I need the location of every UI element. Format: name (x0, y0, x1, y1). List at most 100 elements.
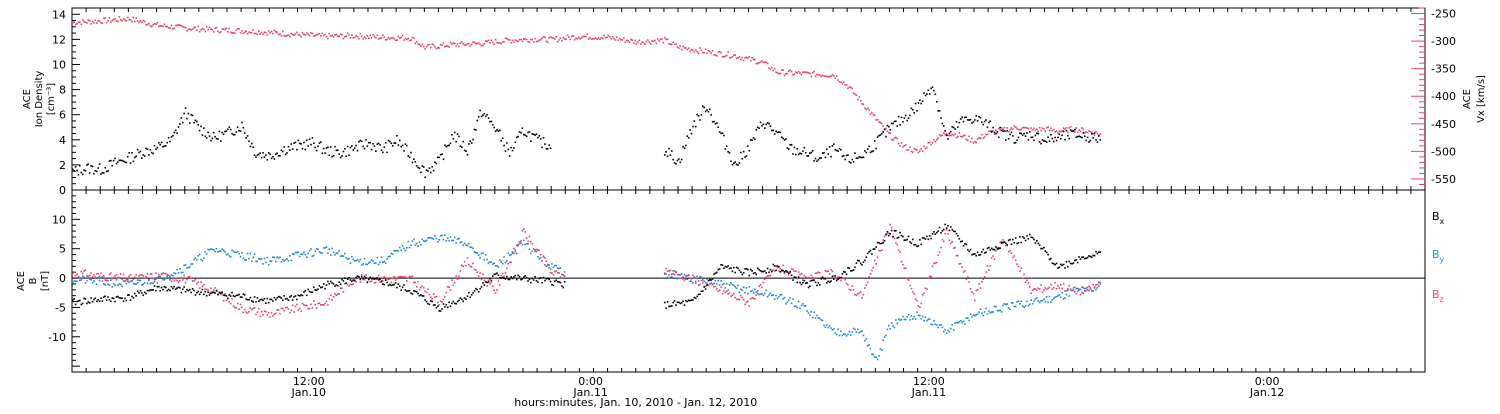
by-point (224, 251, 226, 253)
density-point (1092, 137, 1094, 139)
velocity-point (345, 35, 348, 37)
bz-point (153, 279, 156, 281)
density-point (441, 153, 443, 155)
by-point (807, 312, 810, 314)
velocity-point (764, 61, 766, 64)
by-point (1081, 291, 1083, 294)
by-point (425, 239, 428, 242)
velocity-point (515, 40, 518, 42)
by-point (1065, 293, 1068, 296)
bz-point (269, 316, 271, 318)
density-point (842, 154, 845, 157)
bz-point (783, 272, 786, 275)
density-point (964, 116, 966, 119)
bz-point (869, 273, 872, 275)
bx-point (389, 283, 391, 286)
bx-point (957, 235, 959, 237)
velocity-point (732, 54, 735, 56)
density-point (754, 138, 756, 141)
velocity-point (150, 25, 153, 28)
density-point (703, 106, 705, 109)
by-point (866, 344, 869, 347)
bz-point (238, 308, 240, 310)
velocity-point (623, 37, 625, 39)
velocity-point (211, 29, 214, 31)
velocity-point (279, 33, 281, 35)
by-point (737, 284, 739, 287)
bx-point (938, 226, 941, 229)
density-point (460, 146, 463, 149)
density-point (933, 89, 935, 92)
by-point (342, 255, 345, 257)
bx-point (855, 262, 858, 264)
density-point (706, 109, 708, 111)
by-point (290, 259, 293, 262)
bx-point (851, 269, 853, 272)
velocity-point (294, 33, 297, 36)
velocity-point (210, 28, 212, 30)
velocity-point (551, 36, 553, 39)
bx-point (976, 251, 979, 254)
bx-point (1052, 262, 1055, 265)
by-point (201, 259, 204, 262)
bz-series (72, 223, 1102, 318)
density-point (937, 110, 939, 112)
density-point (701, 105, 704, 107)
by-point (1020, 300, 1023, 303)
velocity-point (203, 28, 205, 31)
by-point (800, 304, 803, 307)
density-point (470, 142, 473, 144)
by-point (831, 329, 834, 331)
velocity-point (904, 144, 907, 146)
bx-point (204, 290, 207, 293)
velocity-point (305, 32, 308, 34)
bx-point (703, 286, 705, 288)
bz-point (890, 226, 893, 229)
density-point (927, 89, 930, 92)
velocity-point (356, 36, 359, 38)
bx-point (900, 234, 903, 237)
by-point (191, 263, 194, 265)
density-point (138, 151, 140, 154)
density-point (988, 121, 990, 124)
ylabel-left-top-line: [cm⁻³] (46, 83, 57, 115)
by-point (1041, 299, 1044, 302)
bz-point (721, 292, 724, 295)
density-point (287, 145, 290, 148)
bz-point (862, 293, 865, 296)
bz-point (245, 311, 247, 313)
density-point (1096, 141, 1099, 143)
density-point (236, 126, 239, 128)
velocity-point (335, 33, 338, 36)
velocity-point (149, 25, 152, 27)
bz-point (1057, 285, 1059, 287)
velocity-point (817, 73, 820, 76)
bx-point (728, 267, 731, 270)
density-point (1036, 132, 1038, 135)
by-point (790, 302, 793, 304)
bz-point (931, 265, 934, 268)
by-point (669, 276, 672, 279)
bz-point (816, 272, 818, 274)
by-point (869, 347, 872, 350)
bx-point (283, 295, 286, 297)
density-point (303, 141, 305, 144)
density-point (335, 149, 338, 152)
density-point (227, 128, 229, 131)
velocity-point (328, 32, 331, 35)
velocity-point (376, 34, 379, 37)
density-point (263, 156, 266, 158)
bz-point (417, 280, 419, 283)
velocity-point (463, 44, 466, 46)
velocity-point (859, 99, 862, 102)
velocity-point (139, 20, 142, 22)
velocity-point (205, 25, 208, 28)
velocity-point (445, 45, 448, 47)
by-point (740, 288, 742, 291)
bz-point (491, 285, 494, 288)
by-point (955, 321, 958, 324)
by-point (1093, 287, 1096, 289)
velocity-point (194, 26, 197, 29)
velocity-point (308, 34, 311, 37)
by-point (379, 261, 381, 264)
